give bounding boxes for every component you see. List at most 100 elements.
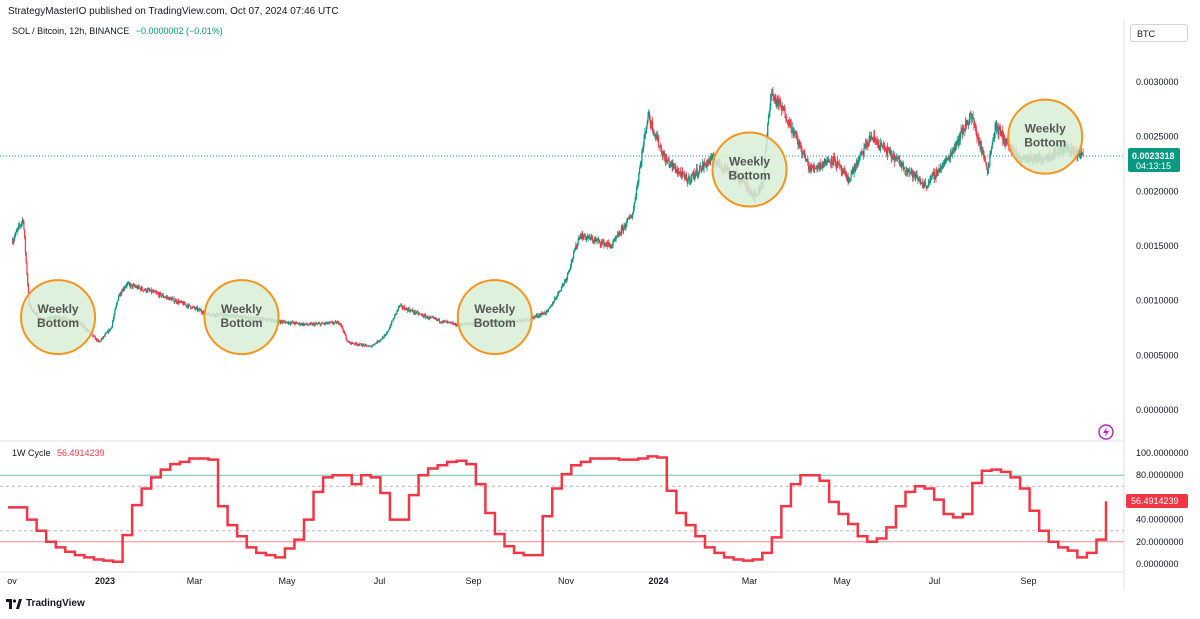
candle-body bbox=[712, 155, 714, 157]
candle-body bbox=[367, 346, 369, 348]
candle-body bbox=[174, 300, 177, 302]
candle-body bbox=[450, 322, 452, 323]
candle-body bbox=[677, 170, 679, 174]
candle-body bbox=[125, 285, 127, 287]
candle-body bbox=[197, 309, 199, 311]
candle-body bbox=[852, 168, 854, 173]
indicator-line bbox=[8, 455, 1108, 564]
candle-body bbox=[928, 182, 930, 184]
candle-body bbox=[635, 188, 638, 198]
candle-body bbox=[969, 113, 971, 119]
candle-body bbox=[700, 165, 702, 172]
candle-body bbox=[124, 286, 127, 288]
candle-body bbox=[775, 97, 777, 106]
candle-body bbox=[433, 317, 435, 319]
candle-body bbox=[644, 133, 646, 137]
candle-body bbox=[322, 322, 324, 324]
candle-body bbox=[368, 345, 370, 347]
candle-body bbox=[455, 323, 457, 326]
candle-body bbox=[116, 301, 118, 305]
candle-body bbox=[130, 284, 133, 286]
candle-body bbox=[832, 161, 834, 164]
candle-body bbox=[618, 232, 620, 235]
candle-body bbox=[947, 157, 949, 160]
candle-body bbox=[786, 121, 789, 123]
candle-body bbox=[287, 322, 290, 324]
candle-body bbox=[540, 314, 542, 315]
candle-body bbox=[353, 343, 356, 345]
candle-body bbox=[21, 222, 23, 225]
candle-body bbox=[606, 244, 608, 247]
candle-body bbox=[574, 249, 576, 251]
candle-body bbox=[163, 297, 165, 298]
candle-body bbox=[921, 183, 923, 185]
candle-body bbox=[840, 165, 842, 172]
candle-body bbox=[879, 147, 881, 149]
candle-body bbox=[811, 165, 813, 169]
candle-body bbox=[795, 132, 798, 138]
candle-body bbox=[971, 114, 973, 119]
candle-body bbox=[711, 155, 713, 159]
candle-body bbox=[676, 172, 678, 174]
candle-body bbox=[146, 289, 149, 292]
candle-body bbox=[648, 111, 651, 120]
time-tick-label: Jul bbox=[929, 576, 941, 586]
candle-body bbox=[105, 332, 108, 334]
candle-body bbox=[620, 227, 622, 235]
candle-body bbox=[924, 182, 927, 186]
candle-body bbox=[883, 144, 886, 149]
candle-body bbox=[99, 341, 102, 342]
candle-body bbox=[117, 299, 119, 302]
candle-body bbox=[325, 322, 327, 324]
candle-body bbox=[316, 323, 318, 325]
candle-body bbox=[411, 310, 413, 311]
candle-body bbox=[647, 117, 649, 123]
symbol-legend[interactable]: SOL / Bitcoin, 12h, BINANCE −0.0000002 (… bbox=[12, 26, 223, 36]
candle-body bbox=[834, 157, 836, 166]
candle-body bbox=[659, 145, 661, 147]
candle-body bbox=[910, 171, 912, 173]
candle-body bbox=[159, 292, 161, 294]
countdown-value: 04:13:15 bbox=[1136, 161, 1171, 171]
candle-body bbox=[706, 163, 708, 167]
candle-body bbox=[403, 306, 405, 309]
candle-body bbox=[538, 314, 541, 317]
indicator-legend[interactable]: 1W Cycle 56.4914239 bbox=[12, 448, 105, 458]
weekly-bottom-circle bbox=[20, 279, 97, 356]
candle-body bbox=[427, 316, 429, 319]
candle-body bbox=[645, 133, 647, 134]
weekly-bottom-label: Bottom bbox=[1024, 136, 1066, 150]
candle-body bbox=[890, 149, 892, 159]
candle-body bbox=[591, 236, 593, 239]
candle-body bbox=[796, 137, 798, 140]
currency-button[interactable]: BTC bbox=[1130, 24, 1188, 42]
candle-body bbox=[573, 250, 575, 252]
tradingview-logo[interactable]: TradingView bbox=[6, 598, 85, 609]
candle-body bbox=[807, 158, 809, 164]
candle-body bbox=[915, 175, 917, 178]
candle-body bbox=[595, 239, 597, 241]
candle-body bbox=[887, 148, 889, 149]
candle-body bbox=[290, 322, 292, 324]
candle-body bbox=[24, 229, 26, 239]
price-tick-label: 0.0000000 bbox=[1136, 405, 1179, 415]
candle-body bbox=[859, 153, 861, 157]
candle-body bbox=[444, 321, 446, 322]
candle-body bbox=[942, 163, 944, 165]
candle-body bbox=[926, 186, 928, 188]
candle-body bbox=[296, 322, 298, 324]
candle-body bbox=[646, 122, 648, 127]
candle-body bbox=[122, 288, 124, 292]
candle-body bbox=[662, 154, 664, 157]
candle-body bbox=[614, 238, 616, 240]
candle-body bbox=[372, 344, 374, 346]
lightning-icon[interactable] bbox=[1098, 424, 1114, 440]
candle-body bbox=[576, 243, 579, 248]
candle-body bbox=[820, 166, 823, 168]
candle-body bbox=[413, 311, 415, 313]
tradingview-brand: TradingView bbox=[26, 598, 85, 609]
candle-body bbox=[774, 97, 776, 101]
candle-body bbox=[679, 171, 681, 173]
candle-body bbox=[439, 321, 441, 323]
